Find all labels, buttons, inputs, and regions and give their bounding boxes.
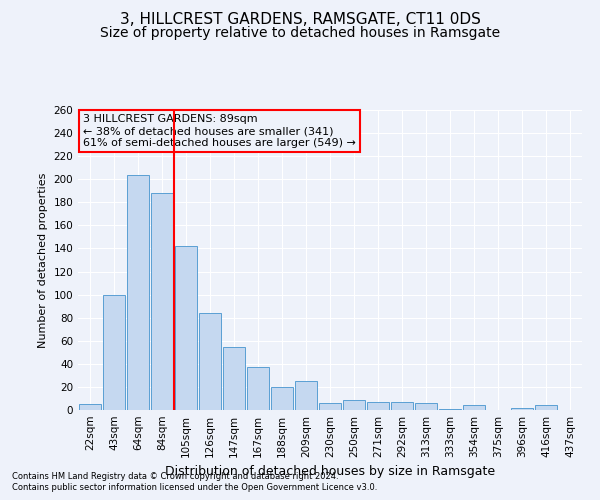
Bar	[295, 381, 317, 410]
Text: 3 HILLCREST GARDENS: 89sqm
← 38% of detached houses are smaller (341)
61% of sem: 3 HILLCREST GARDENS: 89sqm ← 38% of deta…	[83, 114, 356, 148]
Bar	[415, 403, 437, 410]
Bar	[319, 403, 341, 410]
Y-axis label: Number of detached properties: Number of detached properties	[38, 172, 48, 348]
Bar	[391, 402, 413, 410]
Bar	[367, 402, 389, 410]
Bar	[127, 174, 149, 410]
Bar	[223, 346, 245, 410]
Bar	[511, 408, 533, 410]
Bar	[79, 404, 101, 410]
Bar	[535, 406, 557, 410]
Bar	[199, 313, 221, 410]
Text: Size of property relative to detached houses in Ramsgate: Size of property relative to detached ho…	[100, 26, 500, 40]
X-axis label: Distribution of detached houses by size in Ramsgate: Distribution of detached houses by size …	[165, 466, 495, 478]
Bar	[343, 400, 365, 410]
Text: Contains HM Land Registry data © Crown copyright and database right 2024.: Contains HM Land Registry data © Crown c…	[12, 472, 338, 481]
Bar	[151, 193, 173, 410]
Bar	[463, 406, 485, 410]
Bar	[175, 246, 197, 410]
Text: Contains public sector information licensed under the Open Government Licence v3: Contains public sector information licen…	[12, 483, 377, 492]
Bar	[103, 294, 125, 410]
Text: 3, HILLCREST GARDENS, RAMSGATE, CT11 0DS: 3, HILLCREST GARDENS, RAMSGATE, CT11 0DS	[119, 12, 481, 28]
Bar	[271, 387, 293, 410]
Bar	[247, 368, 269, 410]
Bar	[439, 409, 461, 410]
